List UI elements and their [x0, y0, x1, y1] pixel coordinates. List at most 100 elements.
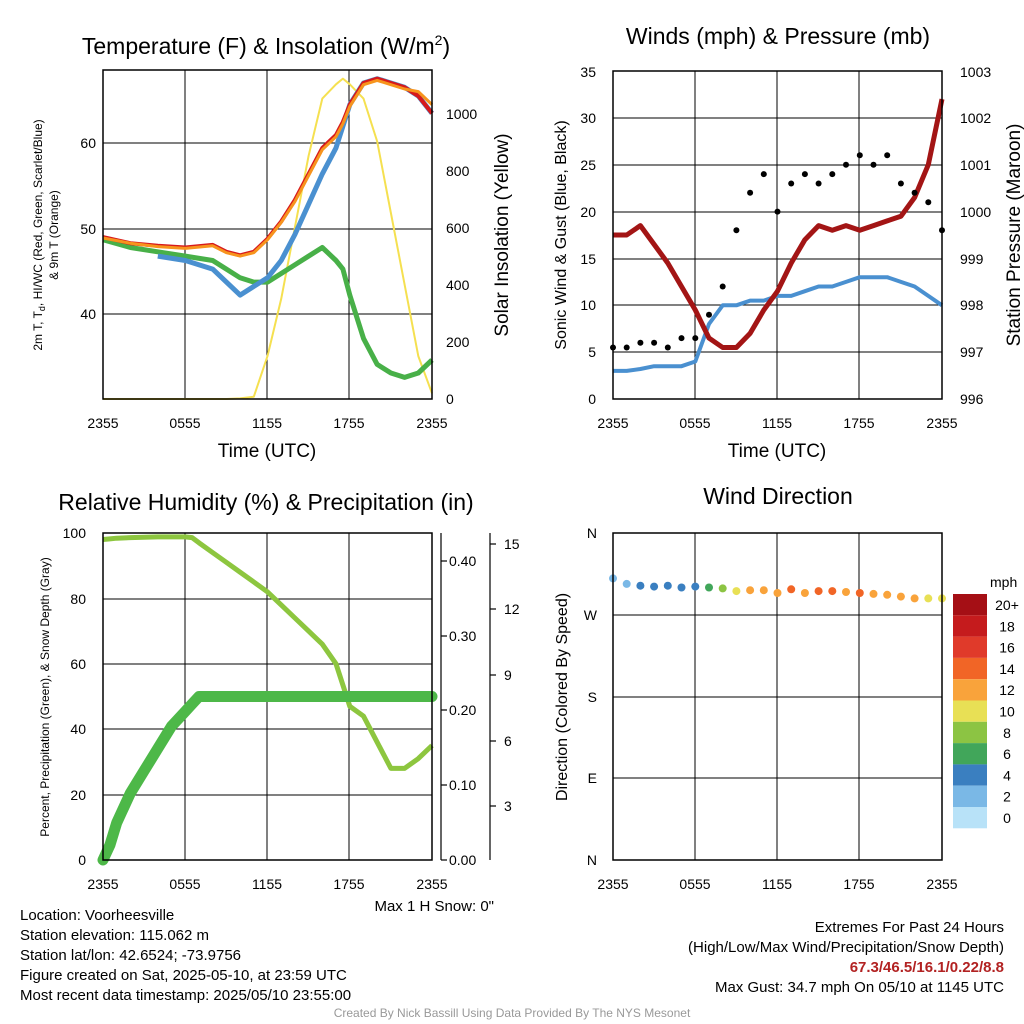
nine-meter-temperature-line — [102, 78, 434, 258]
tick-label: 15 — [504, 536, 520, 552]
legend-swatch — [953, 764, 987, 786]
humidity-title: Relative Humidity (%) & Precipitation (i… — [58, 489, 473, 515]
tick-label: 1000 — [446, 106, 477, 122]
direction-point — [650, 582, 659, 591]
legend-label: 8 — [1003, 725, 1011, 741]
temperature-title: Temperature (F) & Insolation (W/m2) — [82, 32, 450, 59]
winds-title: Winds (mph) & Pressure (mb) — [626, 23, 930, 49]
recent-data-text: Most recent data timestamp: 2025/05/10 2… — [20, 987, 352, 1004]
gust-point — [637, 339, 644, 346]
max-gust-text: Max Gust: 34.7 mph On 05/10 at 1145 UTC — [714, 979, 1004, 996]
legend-label: 4 — [1003, 767, 1011, 783]
speed-legend: mph 20+ 18 16 14 12 10 8 6 4 2 0 — [953, 574, 1019, 829]
legend-swatch — [953, 636, 987, 658]
gust-point — [747, 189, 754, 196]
legend-swatch — [953, 807, 987, 829]
temperature-y-ticks: 40 50 60 — [80, 135, 96, 322]
direction-point — [800, 589, 809, 597]
tick-label: 1755 — [333, 415, 364, 431]
tick-label: 0.40 — [449, 553, 476, 569]
tick-label: N — [587, 852, 597, 868]
direction-point — [773, 589, 782, 597]
precipitation-line — [97, 691, 438, 866]
tick-label: 20 — [70, 787, 86, 803]
legend-swatch — [953, 615, 987, 637]
tick-label: 1000 — [960, 204, 991, 220]
tick-label: 2355 — [597, 415, 628, 431]
winds-grid — [613, 71, 942, 399]
tick-label: 60 — [70, 656, 86, 672]
gust-point — [856, 152, 863, 159]
winds-x-ticks: 2355 0555 1155 1755 2355 — [597, 415, 957, 431]
tick-label: 996 — [960, 391, 984, 407]
gust-point — [664, 344, 671, 351]
direction-y-label: Direction (Colored By Speed) — [554, 593, 571, 801]
humidity-plot-frame — [102, 532, 433, 861]
tick-label: 60 — [80, 135, 96, 151]
legend-label: 10 — [999, 704, 1015, 720]
extremes-title: Extremes For Past 24 Hours — [814, 919, 1004, 936]
tick-label: 50 — [80, 221, 96, 237]
tick-label: 2355 — [87, 876, 118, 892]
station-info: Location: Voorheesville Station elevatio… — [20, 906, 351, 1006]
tick-label: 1755 — [843, 876, 874, 892]
legend-swatch — [953, 594, 987, 616]
tick-label: 2355 — [416, 876, 447, 892]
temperature-plot-frame — [102, 69, 433, 400]
direction-point — [705, 583, 713, 592]
temperature-y-label: 2m T, Td, HI/WC (Red, Green, Scarlet/Blu… — [31, 119, 47, 350]
tick-label: 30 — [580, 110, 596, 126]
legend-swatch — [953, 679, 987, 701]
gust-point — [651, 339, 658, 346]
gust-point — [925, 199, 932, 206]
tick-label: 0555 — [679, 876, 710, 892]
tick-label: 0555 — [169, 415, 200, 431]
winds-plot-frame — [612, 70, 943, 400]
tick-label: 2355 — [926, 876, 957, 892]
tick-label: 0555 — [679, 415, 710, 431]
legend-label: 14 — [999, 661, 1015, 677]
tick-label: 0.20 — [449, 702, 476, 718]
tick-label: 9 — [504, 667, 512, 683]
legend-swatch — [953, 657, 987, 680]
temperature-y-label-line2: & 9m T (Orange) — [47, 190, 61, 280]
direction-point — [814, 587, 823, 596]
legend-label: 12 — [999, 682, 1015, 698]
winds-x-label: Time (UTC) — [728, 441, 827, 462]
tick-label: 1755 — [333, 876, 364, 892]
tick-label: 40 — [70, 721, 86, 737]
humidity-series — [97, 534, 438, 866]
direction-point — [828, 587, 837, 596]
tick-label: 1155 — [252, 415, 282, 431]
gust-point — [692, 335, 699, 342]
tick-label: 2355 — [597, 876, 628, 892]
tick-label: 0555 — [169, 876, 200, 892]
direction-point — [746, 586, 755, 595]
tick-label: 6 — [504, 733, 512, 749]
gust-point — [897, 180, 904, 187]
gust-point — [843, 161, 849, 168]
tick-label: 997 — [960, 344, 984, 360]
tick-label: E — [588, 770, 597, 786]
tick-label: 1003 — [960, 64, 991, 80]
tick-label: 3 — [504, 798, 512, 814]
gust-point — [623, 344, 630, 351]
winds-panel: Winds (mph) & Pressure (mb) 0 5 10 15 20… — [553, 23, 1024, 462]
location-text: Location: Voorheesville — [20, 907, 175, 924]
temperature-x-ticks: 2355 0555 1155 1755 2355 — [87, 415, 447, 431]
pressure-y-label: Station Pressure (Maroon) — [1004, 124, 1024, 347]
gust-point — [678, 335, 685, 342]
tick-label: 400 — [446, 277, 470, 293]
dewpoint-line — [102, 237, 434, 380]
tick-label: W — [584, 607, 598, 623]
wind-speed-y-ticks: 0 5 10 15 20 25 30 35 — [580, 64, 596, 407]
tick-label: 999 — [960, 251, 984, 267]
direction-point — [924, 594, 933, 603]
pressure-y-ticks: 996 997 998 999 1000 1001 1002 1003 — [960, 64, 991, 407]
latlon-text: Station lat/lon: 42.6524; -73.9756 — [20, 947, 242, 964]
tick-label: 0 — [78, 852, 86, 868]
percent-y-ticks: 0 20 40 60 80 100 — [63, 525, 87, 868]
gust-point — [801, 171, 808, 178]
tick-label: 800 — [446, 163, 470, 179]
tick-label: 25 — [580, 157, 596, 173]
